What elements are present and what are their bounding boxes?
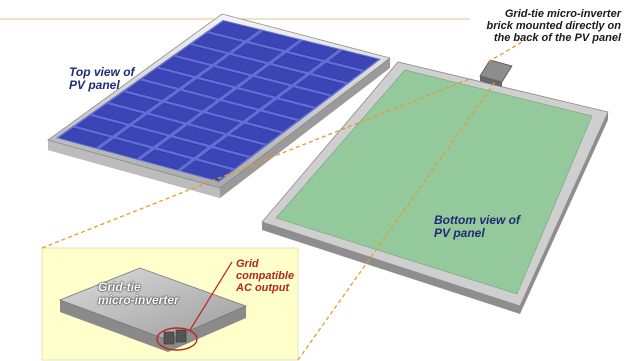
top-panel-frame-front bbox=[48, 140, 220, 198]
ac-connector-1 bbox=[163, 331, 175, 345]
leader-lines bbox=[41, 41, 523, 361]
solar-cell bbox=[296, 75, 345, 95]
solar-cell bbox=[210, 21, 259, 41]
top-view-panel bbox=[47, 13, 391, 198]
solar-cell bbox=[223, 89, 273, 109]
solar-cell bbox=[100, 138, 151, 159]
solar-cell bbox=[159, 56, 210, 76]
solar-cell bbox=[190, 113, 240, 133]
solar-cell bbox=[239, 77, 289, 97]
solar-cell bbox=[198, 148, 248, 169]
solar-cell bbox=[59, 127, 110, 148]
solar-cell bbox=[230, 123, 281, 144]
solar-cell bbox=[279, 87, 329, 107]
solar-cell bbox=[216, 55, 266, 75]
ac-connector-2 bbox=[175, 329, 187, 343]
bottom-view-label: Bottom view of PV panel bbox=[434, 213, 520, 240]
solar-cell bbox=[214, 136, 264, 156]
solar-cell bbox=[207, 101, 257, 121]
solar-cell bbox=[176, 45, 226, 65]
solar-cell bbox=[166, 90, 217, 111]
solar-cell bbox=[183, 78, 233, 99]
solar-cell bbox=[117, 126, 167, 147]
solar-cell bbox=[76, 115, 127, 136]
bottom-view-panel bbox=[261, 59, 609, 314]
solar-cell bbox=[256, 65, 306, 85]
solar-cell bbox=[150, 102, 200, 123]
bottom-panel-back bbox=[275, 69, 593, 295]
leader-inset-right bbox=[297, 81, 496, 361]
solar-cell bbox=[174, 125, 224, 146]
solar-cell bbox=[143, 68, 193, 88]
solar-cell bbox=[249, 31, 299, 51]
inverter-body-side bbox=[60, 300, 246, 352]
micro-inverter-brick-side bbox=[480, 76, 502, 87]
solar-cell bbox=[109, 92, 160, 112]
solar-cell bbox=[272, 53, 322, 73]
brick-callout-label: Grid-tie micro-inverter brick mounted di… bbox=[486, 8, 621, 44]
solar-cell bbox=[126, 80, 176, 100]
solar-cell bbox=[312, 62, 362, 83]
solar-cell bbox=[233, 43, 282, 63]
solar-cell bbox=[193, 33, 243, 53]
solar-cell bbox=[289, 40, 338, 60]
solar-cell bbox=[182, 160, 232, 181]
grid-output-label: Grid compatible AC output bbox=[236, 258, 295, 294]
solar-cell bbox=[247, 111, 297, 132]
solar-cell bbox=[133, 114, 184, 135]
solar-cell bbox=[93, 104, 143, 124]
solar-cell bbox=[141, 149, 191, 170]
ac-output-callout bbox=[156, 327, 198, 351]
solar-cell bbox=[157, 137, 208, 158]
solar-cell bbox=[328, 50, 378, 70]
ac-output-callout-line bbox=[189, 261, 233, 331]
micro-inverter-label: Grid-tie micro-inverter bbox=[98, 280, 179, 307]
top-view-label: Top view of PV panel bbox=[69, 65, 135, 92]
leader-inset-left bbox=[41, 77, 473, 249]
leader-brick-label bbox=[487, 41, 523, 63]
solar-cells bbox=[59, 21, 378, 181]
inverter-body-top bbox=[58, 267, 248, 341]
solar-cell bbox=[199, 67, 249, 87]
inverter-inset bbox=[41, 247, 299, 361]
solar-cell bbox=[263, 99, 313, 119]
